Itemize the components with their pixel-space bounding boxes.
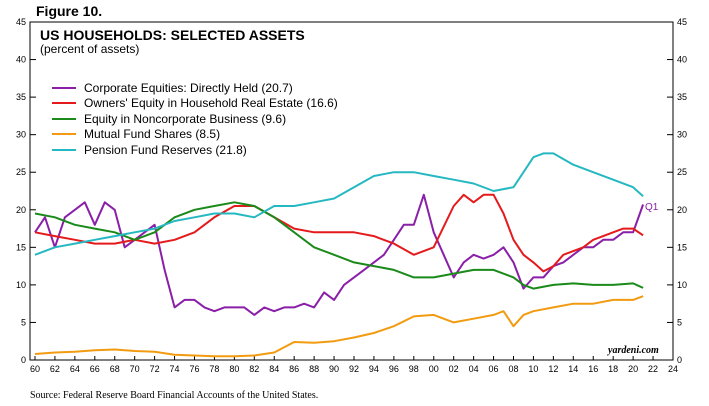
y-tick-label-right: 30 <box>677 130 687 140</box>
legend-label: Pension Fund Reserves (21.8) <box>84 142 247 157</box>
y-tick-label-left: 15 <box>16 242 26 252</box>
x-tick-label: 98 <box>409 364 419 374</box>
y-tick-label-left: 30 <box>16 130 26 140</box>
y-tick-label-right: 25 <box>677 167 687 177</box>
y-tick-label-right: 40 <box>677 55 687 65</box>
legend-label: Corporate Equities: Directly Held (20.7) <box>84 80 293 95</box>
x-tick-label: 02 <box>449 364 459 374</box>
y-tick-label-left: 35 <box>16 92 26 102</box>
source-note: Source: Federal Reserve Board Financial … <box>30 390 319 401</box>
x-tick-label: 24 <box>668 364 678 374</box>
legend-item-real-estate: Owners' Equity in Household Real Estate … <box>52 96 338 112</box>
series-line-2 <box>34 201 644 290</box>
x-tick-label: 94 <box>369 364 379 374</box>
legend-item-corporate-equities: Corporate Equities: Directly Held (20.7) <box>52 80 338 96</box>
chart-subtitle: (percent of assets) <box>40 42 140 56</box>
x-tick-label: 08 <box>508 364 518 374</box>
x-tick-label: 72 <box>150 364 160 374</box>
y-tick-label-right: 45 <box>677 17 687 27</box>
y-tick-label-left: 0 <box>21 355 26 365</box>
legend-label: Mutual Fund Shares (8.5) <box>84 127 221 142</box>
x-tick-label: 12 <box>548 364 558 374</box>
credit-label: yardeni.com <box>608 345 659 356</box>
legend-label: Equity in Noncorporate Business (9.6) <box>84 111 287 126</box>
q1-annotation: Q1 <box>645 202 659 213</box>
x-tick-label: 16 <box>588 364 598 374</box>
y-tick-label-right: 5 <box>677 317 682 327</box>
x-tick-label: 10 <box>528 364 538 374</box>
x-tick-label: 78 <box>209 364 219 374</box>
x-tick-label: 00 <box>429 364 439 374</box>
series-line-0 <box>34 193 645 316</box>
x-tick-label: 74 <box>170 364 180 374</box>
legend-item-mutual-funds: Mutual Fund Shares (8.5) <box>52 127 338 143</box>
x-tick-label: 18 <box>608 364 618 374</box>
x-tick-label: 70 <box>130 364 140 374</box>
x-tick-label: 82 <box>249 364 259 374</box>
legend-swatch <box>52 86 76 89</box>
y-tick-label-right: 10 <box>677 280 687 290</box>
legend-swatch <box>52 133 76 136</box>
y-tick-label-right: 20 <box>677 205 687 215</box>
x-tick-label: 20 <box>628 364 638 374</box>
x-axis: 60 62 64 66 68 70 72 74 76 78 80 82 84 86 88 90 92 94 96 98… <box>30 356 678 374</box>
series-line-4 <box>34 152 644 256</box>
y-tick-label-left: 5 <box>21 317 26 327</box>
x-tick-label: 68 <box>110 364 120 374</box>
legend-swatch <box>52 102 76 105</box>
figure-label: Figure 10. <box>36 3 103 19</box>
plot-frame <box>29 21 674 361</box>
y-tick-label-left: 10 <box>16 280 26 290</box>
x-tick-label: 76 <box>189 364 199 374</box>
x-tick-label: 90 <box>329 364 339 374</box>
x-tick-label: 80 <box>229 364 239 374</box>
y-tick-label-left: 40 <box>16 55 26 65</box>
x-tick-label: 66 <box>90 364 100 374</box>
x-tick-label: 04 <box>469 364 479 374</box>
y-tick-label-right: 35 <box>677 92 687 102</box>
x-tick-label: 88 <box>309 364 319 374</box>
legend-swatch <box>52 148 76 151</box>
series-line-3 <box>34 295 644 358</box>
series-lines <box>34 152 645 358</box>
y-tick-label-left: 45 <box>16 17 26 27</box>
legend-swatch <box>52 117 76 120</box>
x-tick-label: 06 <box>489 364 499 374</box>
x-tick-label: 22 <box>648 364 658 374</box>
y-tick-label-right: 15 <box>677 242 687 252</box>
y-tick-label-left: 25 <box>16 167 26 177</box>
y-axis-right: 0 5 10 15 20 25 30 35 40 45 <box>667 17 687 365</box>
chart-title: US HOUSEHOLDS: SELECTED ASSETS <box>40 27 305 43</box>
x-tick-label: 86 <box>289 364 299 374</box>
y-tick-label-left: 20 <box>16 205 26 215</box>
legend: Corporate Equities: Directly Held (20.7)… <box>52 80 338 158</box>
x-tick-label: 64 <box>70 364 80 374</box>
y-axis-left: 0 5 10 15 20 25 30 35 40 45 <box>16 17 36 365</box>
x-tick-label: 84 <box>269 364 279 374</box>
x-tick-label: 96 <box>389 364 399 374</box>
x-tick-label: 62 <box>50 364 60 374</box>
x-tick-label: 92 <box>349 364 359 374</box>
series-line-1 <box>34 193 644 273</box>
legend-item-pension-funds: Pension Fund Reserves (21.8) <box>52 142 338 158</box>
x-tick-label: 60 <box>30 364 40 374</box>
legend-item-noncorporate-business: Equity in Noncorporate Business (9.6) <box>52 111 338 127</box>
y-tick-label-right: 0 <box>677 355 682 365</box>
x-tick-label: 14 <box>568 364 578 374</box>
legend-label: Owners' Equity in Household Real Estate … <box>84 96 338 111</box>
